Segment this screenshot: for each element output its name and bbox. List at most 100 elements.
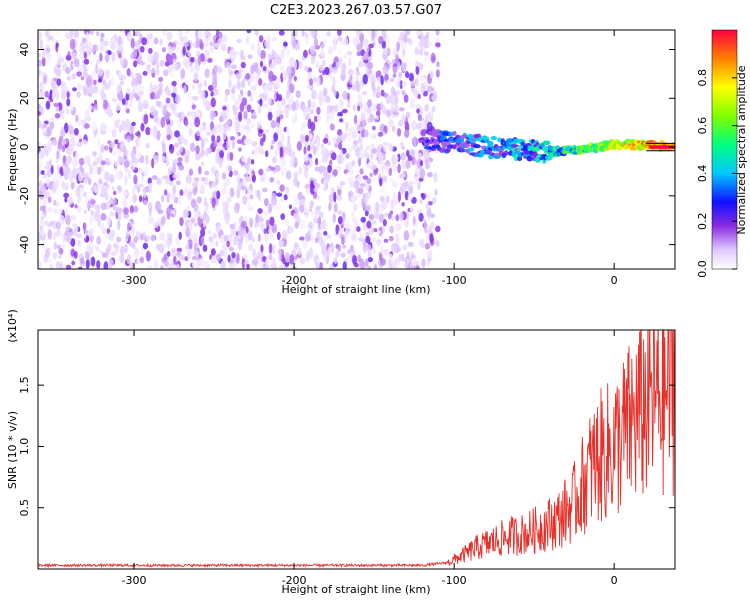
noise-blob <box>83 58 90 65</box>
noise-blob <box>293 195 299 206</box>
noise-blob <box>65 214 71 226</box>
noise-blob <box>38 150 45 160</box>
noise-blob <box>293 212 298 219</box>
noise-blob <box>285 170 292 180</box>
noise-blob <box>183 41 190 47</box>
noise-blob <box>204 260 209 269</box>
noise-blob <box>168 204 173 210</box>
noise-blob <box>146 33 150 45</box>
noise-blob <box>72 158 78 168</box>
signal-blob <box>544 140 551 145</box>
noise-blob <box>231 94 236 101</box>
noise-blob <box>400 40 404 50</box>
noise-blob <box>47 196 52 203</box>
noise-blob <box>399 80 403 90</box>
noise-blob <box>153 51 159 62</box>
noise-blob <box>427 159 432 166</box>
noise-blob <box>249 194 254 200</box>
noise-blob <box>54 112 61 119</box>
noise-blob <box>48 35 53 40</box>
noise-blob <box>140 247 144 256</box>
noise-blob <box>66 91 70 99</box>
noise-blob <box>304 183 310 190</box>
noise-blob <box>88 104 93 111</box>
noise-blob <box>418 212 424 222</box>
noise-blob <box>391 125 396 133</box>
noise-blob <box>231 251 236 259</box>
noise-blob <box>394 155 399 162</box>
noise-blob <box>322 137 329 144</box>
noise-blob <box>397 163 401 174</box>
noise-blob <box>215 253 221 261</box>
noise-blob <box>263 197 269 207</box>
noise-blob <box>383 238 389 243</box>
noise-blob <box>96 137 101 146</box>
noise-blob <box>304 134 309 143</box>
noise-blob <box>405 211 409 221</box>
noise-blob <box>390 94 397 105</box>
noise-blob <box>76 71 83 77</box>
noise-blob <box>281 240 285 247</box>
noise-blob <box>198 165 202 175</box>
noise-blob <box>224 93 228 103</box>
noise-blob <box>114 243 120 254</box>
noise-blob <box>70 181 75 190</box>
noise-blob <box>73 58 78 65</box>
noise-blob <box>118 53 122 59</box>
noise-blob <box>244 171 249 182</box>
noise-blob <box>389 225 394 234</box>
noise-blob <box>52 180 59 189</box>
noise-blob <box>220 260 226 269</box>
noise-blob <box>200 177 206 182</box>
noise-blob <box>315 182 320 189</box>
noise-blob <box>405 149 410 157</box>
signal-blob <box>467 133 474 139</box>
colorbar-tick-label: 0.8 <box>696 69 709 87</box>
noise-blob <box>373 228 378 233</box>
noise-blob <box>197 30 203 40</box>
noise-blob <box>269 233 274 240</box>
noise-blob <box>236 50 240 56</box>
noise-blob <box>314 209 320 217</box>
noise-blob <box>138 167 143 174</box>
noise-blob <box>222 106 227 111</box>
x-tick-label: -200 <box>282 274 307 287</box>
noise-blob <box>375 201 380 212</box>
noise-blob <box>353 114 358 125</box>
noise-blob <box>105 157 110 163</box>
noise-blob <box>298 204 305 213</box>
noise-blob <box>40 228 45 237</box>
noise-blob <box>276 231 281 241</box>
noise-blob <box>160 116 166 128</box>
y-tick-label: -20 <box>18 187 31 205</box>
noise-blob <box>281 98 286 106</box>
noise-blob <box>279 66 285 72</box>
noise-blob <box>226 240 230 248</box>
noise-blob <box>200 147 204 157</box>
noise-blob <box>174 130 180 138</box>
noise-blob <box>111 97 117 103</box>
noise-blob <box>102 40 109 47</box>
noise-blob <box>391 180 398 189</box>
noise-blob <box>391 263 397 269</box>
noise-blob <box>192 182 198 188</box>
noise-blob <box>332 136 338 144</box>
noise-blob <box>247 202 252 211</box>
noise-blob <box>282 70 288 80</box>
noise-blob <box>313 115 318 123</box>
noise-blob <box>159 232 166 241</box>
noise-blob <box>175 45 180 53</box>
noise-blob <box>404 190 409 201</box>
noise-blob <box>385 109 391 117</box>
noise-blob <box>434 190 438 196</box>
noise-blob <box>141 37 148 46</box>
noise-blob <box>427 40 432 48</box>
noise-blob <box>287 135 291 145</box>
noise-blob <box>339 149 343 156</box>
noise-blob <box>178 39 185 48</box>
noise-blob <box>246 117 252 125</box>
noise-blob <box>336 184 343 190</box>
noise-blob <box>347 177 352 183</box>
noise-blob <box>281 167 287 172</box>
